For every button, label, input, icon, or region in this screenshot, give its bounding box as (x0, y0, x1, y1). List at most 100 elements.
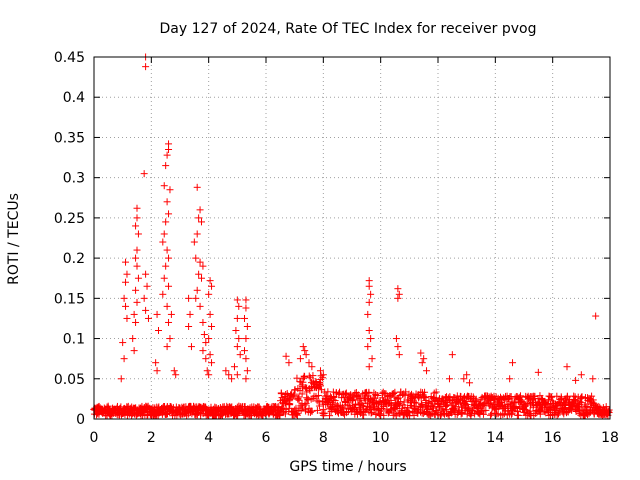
data-point (132, 286, 140, 294)
data-point (314, 391, 322, 399)
data-point (133, 298, 141, 306)
x-tick-label: 14 (486, 430, 504, 446)
data-point (165, 254, 173, 262)
data-point (198, 274, 205, 282)
data-point (417, 400, 425, 408)
y-axis-label: ROTI / TECUs (6, 193, 22, 285)
data-point (315, 402, 323, 410)
data-point (242, 335, 250, 343)
data-point (602, 403, 610, 411)
data-point (133, 262, 141, 270)
data-point (365, 363, 373, 371)
data-point (235, 302, 243, 310)
data-points (90, 53, 613, 420)
data-point (203, 367, 211, 375)
data-point (432, 388, 440, 396)
data-point (460, 375, 468, 383)
data-point (192, 254, 200, 262)
data-point (160, 274, 168, 282)
data-point (364, 310, 372, 318)
data-point (236, 351, 244, 359)
data-point (313, 406, 321, 414)
data-point (225, 371, 233, 379)
x-tick-label: 0 (90, 430, 99, 446)
data-point (335, 390, 343, 398)
data-point (119, 339, 127, 347)
data-point (604, 407, 612, 415)
y-tick-label: 0.45 (54, 50, 85, 66)
data-point (365, 298, 373, 306)
data-point (296, 355, 304, 363)
data-point (316, 367, 324, 375)
data-point (163, 302, 171, 310)
data-point (301, 401, 309, 409)
data-point (301, 373, 309, 381)
data-point (506, 375, 514, 383)
data-point (193, 230, 201, 238)
data-point (162, 218, 170, 226)
data-point (433, 407, 441, 415)
data-point (553, 392, 561, 400)
data-point (516, 392, 524, 400)
data-point (235, 335, 243, 343)
data-point (122, 258, 130, 266)
data-point (233, 412, 241, 420)
y-tick-label: 0.2 (63, 251, 85, 267)
data-point (306, 409, 314, 417)
data-point (208, 359, 216, 367)
data-point (230, 363, 238, 371)
data-point (339, 403, 347, 411)
data-point (296, 386, 304, 394)
data-point (183, 412, 191, 420)
data-point (477, 395, 485, 403)
data-point (233, 371, 241, 379)
data-point (342, 390, 350, 398)
data-point (193, 286, 201, 294)
data-point (514, 411, 522, 419)
data-point (166, 186, 174, 194)
data-point (512, 404, 520, 412)
data-point (380, 411, 388, 419)
plot-border (93, 56, 611, 420)
data-point (165, 210, 173, 218)
data-point (412, 399, 420, 407)
data-point (295, 396, 303, 404)
data-point (605, 409, 613, 417)
data-point (581, 401, 589, 409)
data-point (305, 359, 313, 367)
data-point (316, 379, 324, 387)
data-point (132, 222, 140, 230)
data-point (208, 282, 216, 290)
data-point (142, 63, 150, 71)
data-point (159, 290, 167, 298)
data-point (368, 355, 376, 363)
data-point (243, 367, 251, 375)
data-point (563, 363, 571, 371)
data-point (463, 371, 471, 379)
data-point (423, 367, 431, 375)
data-point (208, 322, 216, 330)
y-tick-label: 0.15 (54, 291, 85, 307)
data-point (445, 375, 453, 383)
data-point (187, 343, 195, 351)
data-point (472, 397, 480, 405)
data-point (228, 375, 236, 383)
chart-title: Day 127 of 2024, Rate Of TEC Index for r… (160, 21, 537, 37)
data-point (302, 351, 310, 359)
x-tick-label: 6 (262, 430, 271, 446)
data-point (186, 310, 194, 318)
data-point (163, 343, 171, 351)
data-point (162, 162, 170, 170)
data-point (395, 351, 403, 359)
x-tick-label: 10 (372, 430, 390, 446)
data-point (117, 375, 125, 383)
data-point (130, 347, 138, 355)
data-point (143, 282, 151, 290)
data-point (202, 355, 210, 363)
data-point (293, 374, 301, 382)
data-point (122, 278, 130, 286)
data-point (163, 151, 171, 159)
data-point (577, 371, 585, 379)
data-point (342, 389, 350, 397)
data-point (202, 339, 210, 347)
